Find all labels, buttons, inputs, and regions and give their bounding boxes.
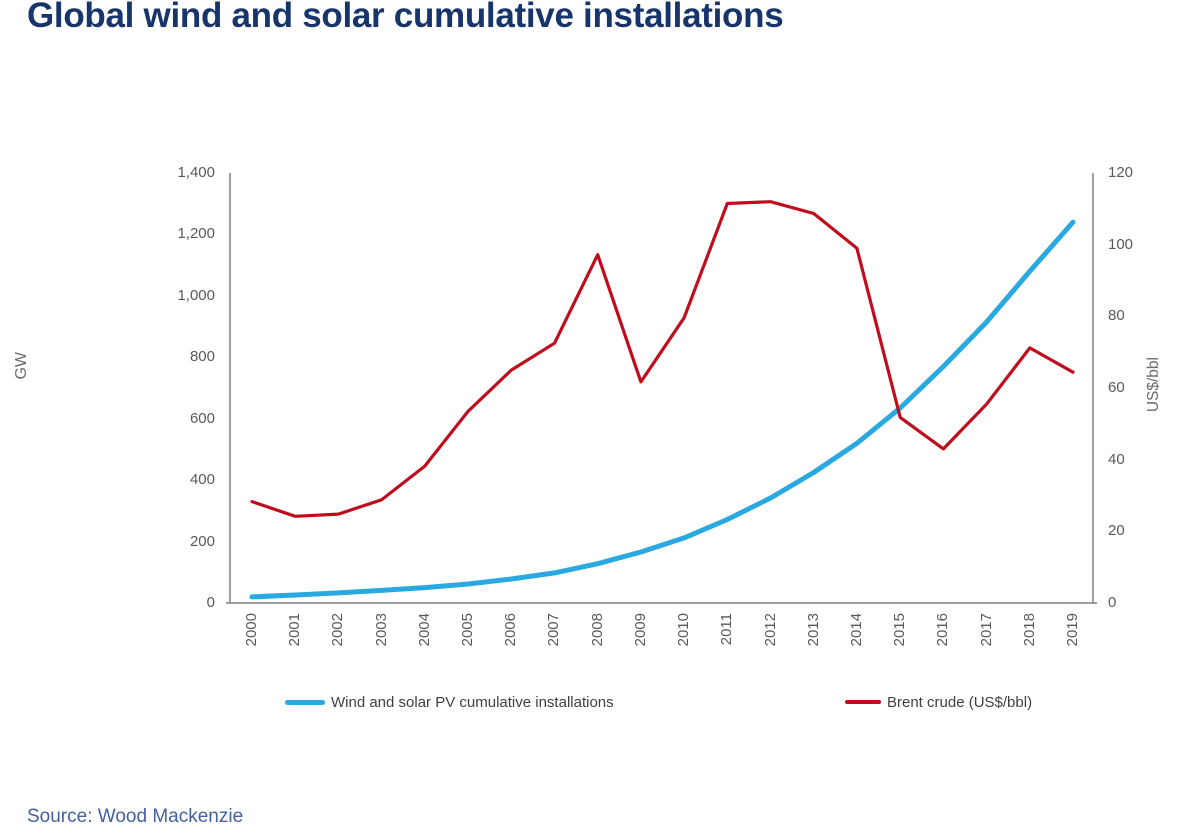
tick-label: 2018 <box>1020 613 1038 647</box>
tick-label: 2016 <box>934 613 952 647</box>
wind-solar-line <box>249 219 1076 600</box>
tick-label: 400 <box>189 471 215 489</box>
tick-label: 600 <box>189 409 215 427</box>
tick-label: 2019 <box>1064 613 1081 647</box>
y-axis-left-title: GW <box>13 352 30 380</box>
tick-label: 80 <box>1108 307 1125 325</box>
tick-label: 1,000 <box>177 286 215 304</box>
tick-label: 2000 <box>243 613 260 647</box>
wind-solar-line-swatch-icon <box>285 699 325 705</box>
tick-label: 0 <box>206 594 215 611</box>
tick-label: 120 <box>1108 164 1134 181</box>
tick-label: 800 <box>189 348 215 366</box>
tick-label: 100 <box>1108 235 1134 253</box>
tick-label: 2005 <box>459 613 477 647</box>
tick-label: 2003 <box>372 613 390 647</box>
tick-label: 2002 <box>329 613 347 647</box>
tick-label: 2013 <box>804 613 822 647</box>
tick-label: 2004 <box>415 613 433 647</box>
y-axis-right-title: US$/bbl <box>1145 357 1162 413</box>
page-title: Global wind and solar cumulative install… <box>27 0 784 35</box>
brent-crude-line <box>250 200 1075 518</box>
tick-label: 2010 <box>675 613 693 647</box>
tick-label: 2015 <box>891 613 909 647</box>
tick-label: 0 <box>1108 594 1117 611</box>
legend-item-brent: Brent crude (US$/bbl) <box>845 693 1032 711</box>
tick-label: 2009 <box>631 613 649 647</box>
tick-label: 2006 <box>502 613 520 647</box>
tick-label: 60 <box>1108 379 1125 396</box>
tick-label: 2008 <box>588 613 606 647</box>
tick-label: 2012 <box>761 613 779 647</box>
tick-label: 200 <box>189 532 215 550</box>
legend-label-wind-solar: Wind and solar PV cumulative installatio… <box>331 693 614 711</box>
axis-lines <box>226 173 1097 604</box>
tick-label: 2017 <box>977 613 995 647</box>
tick-label: 2014 <box>847 613 865 647</box>
brent-line-swatch-icon <box>845 700 881 704</box>
source-attribution: Source: Wood Mackenzie <box>27 806 244 827</box>
tick-label: 40 <box>1108 450 1125 468</box>
tick-label: 2001 <box>286 613 304 647</box>
legend-label-brent: Brent crude (US$/bbl) <box>887 693 1033 711</box>
legend-item-wind-solar: Wind and solar PV cumulative installatio… <box>285 693 614 711</box>
tick-label: 1,200 <box>177 225 215 243</box>
tick-label: 20 <box>1108 522 1125 540</box>
tick-label: 2007 <box>545 613 563 647</box>
tick-label: 2011 <box>718 613 736 646</box>
chart-legend: Wind and solar PV cumulative installatio… <box>0 693 1179 713</box>
tick-label: 1,400 <box>177 164 215 181</box>
